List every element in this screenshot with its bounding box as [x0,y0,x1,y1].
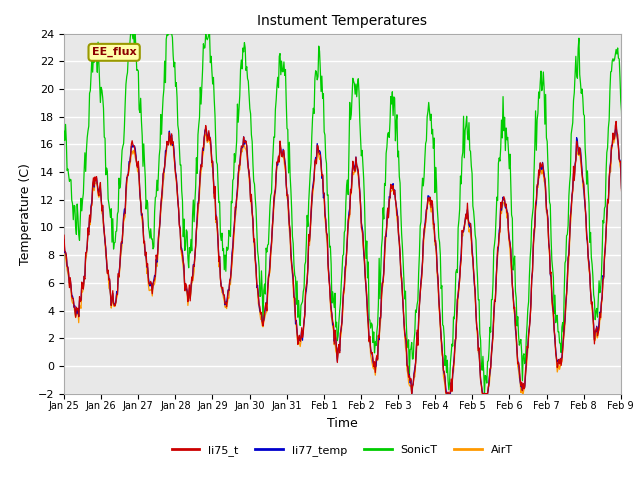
AirT [130,148,138,154]
AirT [291,307,299,312]
li75_t [130,143,138,149]
AirT [268,230,276,236]
li75_t [456,264,464,269]
Line: li75_t: li75_t [64,121,640,394]
AirT [239,144,246,150]
li77_temp [268,226,276,232]
li77_temp [612,123,620,129]
li77_temp [60,237,68,243]
AirT [423,205,431,211]
li75_t [239,144,246,149]
Y-axis label: Temperature (C): Temperature (C) [19,163,32,264]
li77_temp [423,205,431,211]
SonicT [292,275,300,280]
li75_t [268,223,276,228]
li77_temp [239,144,246,150]
AirT [408,391,415,396]
li77_temp [291,296,299,301]
AirT [456,264,464,269]
Text: EE_flux: EE_flux [92,47,136,58]
li75_t [612,119,620,124]
SonicT [481,391,488,396]
SonicT [240,49,248,55]
li75_t [408,391,415,396]
li75_t [423,204,431,209]
X-axis label: Time: Time [327,417,358,430]
SonicT [127,31,134,36]
li75_t [291,295,299,301]
li77_temp [130,144,138,150]
Line: AirT: AirT [64,132,640,394]
SonicT [423,114,431,120]
AirT [611,129,619,135]
SonicT [269,151,277,156]
li77_temp [408,391,415,396]
li75_t [60,232,68,238]
Title: Instument Temperatures: Instument Temperatures [257,14,428,28]
SonicT [60,128,68,134]
Legend: li75_t, li77_temp, SonicT, AirT: li75_t, li77_temp, SonicT, AirT [167,440,518,460]
SonicT [131,47,138,52]
Line: li77_temp: li77_temp [64,126,640,394]
SonicT [456,173,464,179]
li77_temp [456,259,464,264]
AirT [60,242,68,248]
Line: SonicT: SonicT [64,34,640,394]
